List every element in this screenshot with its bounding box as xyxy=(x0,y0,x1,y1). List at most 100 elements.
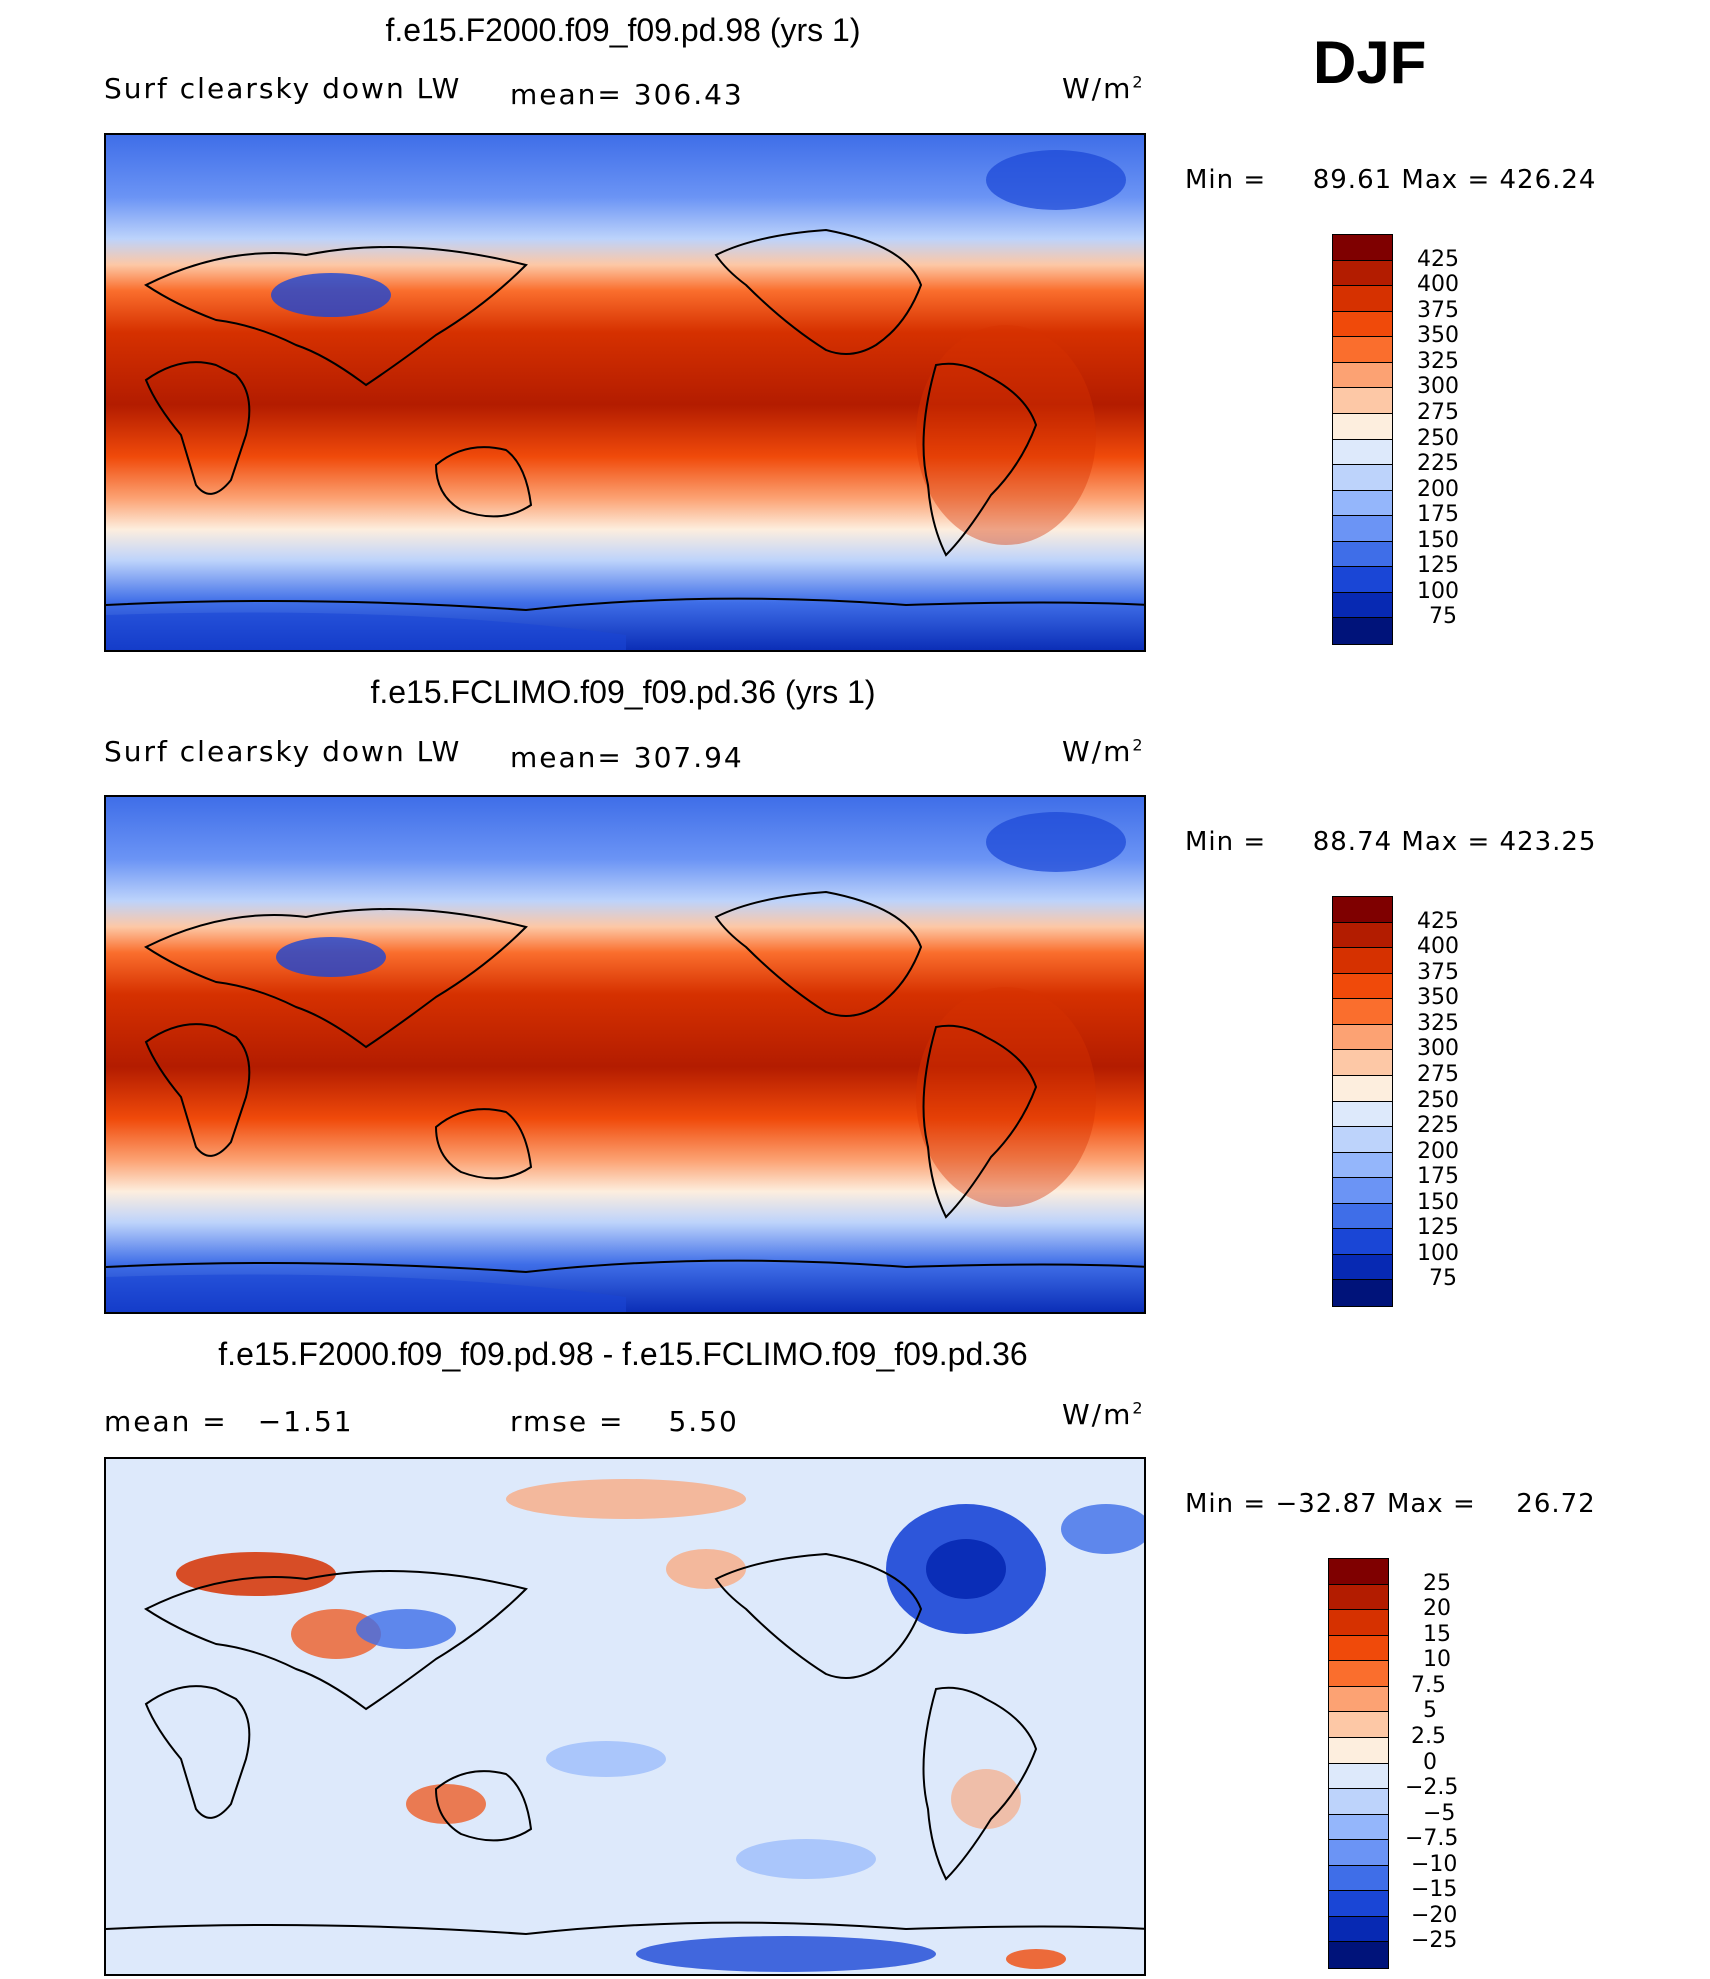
panel1-colorbar-swatch xyxy=(1333,567,1392,593)
panel2-min-label: Min = xyxy=(1185,827,1267,857)
panel3-rmse-label: rmse = 5.50 xyxy=(510,1405,739,1438)
panel3-colorbar-tick-label: −15 xyxy=(1411,1877,1458,1903)
panel1-colorbar-swatch xyxy=(1333,490,1392,517)
panel2-colorbar-swatch xyxy=(1333,999,1392,1025)
panel2-colorbar-labels: 425 400 375 350 325 300 275 250 225 200 175 150 125 1… xyxy=(1411,896,1491,1307)
panel2-colorbar-tick-label: 200 xyxy=(1417,1138,1459,1164)
panel3-max-label: Max = xyxy=(1386,1489,1476,1519)
panel2-colorbar-tick-label: 75 xyxy=(1429,1266,1457,1292)
panel1-colorbar-tick-label: 225 xyxy=(1417,451,1459,477)
season-label: DJF xyxy=(1313,29,1427,96)
panel1-variable-label: Surf clearsky down LW xyxy=(104,72,462,105)
panel2-mean-label: mean= 307.94 xyxy=(510,741,744,774)
panel2-colorbar-swatch xyxy=(1333,1280,1392,1306)
panel1-colorbar-tick-label: 375 xyxy=(1417,297,1459,323)
panel1-colorbar-labels: 425 400 375 350 325 300 275 250 225 200 175 150 125 1… xyxy=(1411,234,1491,645)
panel1-colorbar-tick-label: 425 xyxy=(1417,246,1459,272)
panel3-colorbar-tick-label: −25 xyxy=(1411,1928,1458,1954)
panel3-colorbar-tick-label: 20 xyxy=(1423,1596,1451,1622)
panel2-colorbar-tick-label: 100 xyxy=(1417,1240,1459,1266)
panel2-colorbar-swatch xyxy=(1333,1152,1392,1179)
panel2-colorbar-swatch xyxy=(1333,1229,1392,1255)
panel1-colorbar-tick-label: 350 xyxy=(1417,323,1459,349)
panel1-colorbar-swatch xyxy=(1333,286,1392,312)
panel1-colorbar-tick-label: 300 xyxy=(1417,374,1459,400)
panel2-colorbar-swatch xyxy=(1333,1101,1392,1128)
panel2-colorbar-tick-label: 225 xyxy=(1417,1113,1459,1139)
panel3-colorbar-swatch xyxy=(1329,1559,1388,1585)
panel2-colorbar-swatch xyxy=(1333,1050,1392,1076)
panel3-colorbar-swatch xyxy=(1329,1584,1388,1611)
panel3-colorbar-swatch xyxy=(1329,1814,1388,1841)
panel3-colorbar-swatch xyxy=(1329,1865,1388,1892)
panel1-min-value: 89.61 xyxy=(1312,165,1393,195)
panel3-colorbar-labels: 25 20 15 10 7.5 5 2.5 0 −2.5 −5 −7.5 −10 −15 −20 −25 xyxy=(1405,1558,1495,1969)
panel3-mean-value: −1.51 xyxy=(257,1405,354,1438)
panel2-colorbar-tick-label: 425 xyxy=(1417,908,1459,934)
panel3-rmse-value: 5.50 xyxy=(668,1405,739,1438)
panel3-mean-label: mean = −1.51 xyxy=(104,1405,354,1438)
panel1-colorbar xyxy=(1332,234,1393,645)
panel1-colorbar-swatch xyxy=(1333,388,1392,414)
panel3-colorbar-swatch xyxy=(1329,1763,1388,1790)
panel1-mean-label: mean= 306.43 xyxy=(510,78,744,111)
panel1-max-value: 426.24 xyxy=(1499,165,1597,195)
panel3-max-value: 26.72 xyxy=(1516,1489,1596,1519)
panel2-colorbar-tick-label: 250 xyxy=(1417,1087,1459,1113)
panel3-min-value: −32.87 xyxy=(1275,1489,1378,1519)
panel3-title: f.e15.F2000.f09_f09.pd.98 - f.e15.FCLIMO… xyxy=(218,1336,1028,1372)
panel3-colorbar-tick-label: 7.5 xyxy=(1411,1672,1446,1698)
panel1-colorbar-swatch xyxy=(1333,439,1392,466)
panel1-min-label: Min = xyxy=(1185,165,1267,195)
panel3-colorbar-swatch xyxy=(1329,1635,1388,1662)
panel1-map xyxy=(104,133,1146,652)
panel3-colorbar-tick-label: 25 xyxy=(1423,1570,1451,1596)
panel1-units: W/m2 xyxy=(1062,72,1145,105)
panel2-colorbar-tick-label: 350 xyxy=(1417,985,1459,1011)
panel3-colorbar-tick-label: −10 xyxy=(1411,1851,1458,1877)
panel3-minmax: Min = −32.87 Max = 26.72 xyxy=(1185,1489,1596,1519)
panel3-map xyxy=(104,1457,1146,1976)
panel3-colorbar-swatch xyxy=(1329,1712,1388,1738)
panel2-colorbar-swatch xyxy=(1333,948,1392,974)
panel2-colorbar-swatch xyxy=(1333,1075,1392,1102)
panel1-minmax: Min = 89.61 Max = 426.24 xyxy=(1185,165,1596,195)
panel3-colorbar-swatch xyxy=(1329,1610,1388,1636)
panel1-colorbar-swatch xyxy=(1333,465,1392,491)
panel2-variable-label: Surf clearsky down LW xyxy=(104,735,462,768)
panel2-colorbar-tick-label: 300 xyxy=(1417,1036,1459,1062)
panel2-colorbar-tick-label: 125 xyxy=(1417,1215,1459,1241)
panel1-colorbar-swatch xyxy=(1333,235,1392,261)
panel3-colorbar-tick-label: 2.5 xyxy=(1411,1723,1446,1749)
panel3-colorbar-tick-label: −7.5 xyxy=(1405,1826,1459,1852)
panel3-units: W/m2 xyxy=(1062,1398,1145,1431)
panel3-colorbar-swatch xyxy=(1329,1942,1388,1968)
panel3-colorbar-tick-label: −5 xyxy=(1423,1800,1456,1826)
panel2-colorbar-swatch xyxy=(1333,973,1392,1000)
panel1-colorbar-swatch xyxy=(1333,541,1392,568)
panel3-colorbar-swatch xyxy=(1329,1789,1388,1815)
panel3-colorbar-swatch xyxy=(1329,1661,1388,1687)
panel1-title: f.e15.F2000.f09_f09.pd.98 (yrs 1) xyxy=(385,12,861,48)
panel2-units: W/m2 xyxy=(1062,735,1145,768)
panel1-colorbar-swatch xyxy=(1333,260,1392,287)
panel3-colorbar-tick-label: −20 xyxy=(1411,1902,1458,1928)
panel1-colorbar-tick-label: 275 xyxy=(1417,399,1459,425)
panel2-colorbar-tick-label: 175 xyxy=(1417,1164,1459,1190)
panel3-colorbar-tick-label: −2.5 xyxy=(1405,1775,1459,1801)
panel1-colorbar-swatch xyxy=(1333,516,1392,542)
panel2-colorbar-tick-label: 400 xyxy=(1417,934,1459,960)
panel2-colorbar-swatch xyxy=(1333,1024,1392,1051)
panel2-colorbar-tick-label: 275 xyxy=(1417,1061,1459,1087)
panel2-colorbar-swatch xyxy=(1333,1178,1392,1204)
panel2-colorbar-tick-label: 150 xyxy=(1417,1189,1459,1215)
panel2-colorbar-swatch xyxy=(1333,897,1392,923)
panel3-colorbar-swatch xyxy=(1329,1737,1388,1764)
panel1-colorbar-tick-label: 400 xyxy=(1417,272,1459,298)
panel2-colorbar xyxy=(1332,896,1393,1307)
panel2-max-label: Max = xyxy=(1401,827,1491,857)
panel2-minmax: Min = 88.74 Max = 423.25 xyxy=(1185,827,1596,857)
panel1-colorbar-swatch xyxy=(1333,311,1392,338)
panel3-colorbar-swatch xyxy=(1329,1891,1388,1917)
panel3-min-label: Min = xyxy=(1185,1489,1267,1519)
